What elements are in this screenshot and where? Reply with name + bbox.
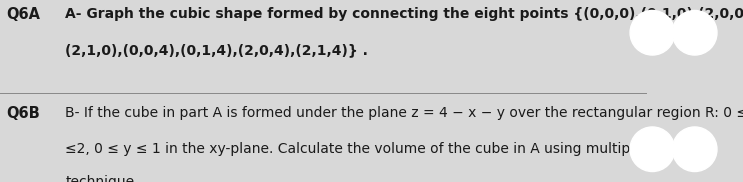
Ellipse shape: [672, 127, 717, 171]
Text: ≤2, 0 ≤ y ≤ 1 in the xy-plane. Calculate the volume of the cube in A using multi: ≤2, 0 ≤ y ≤ 1 in the xy-plane. Calculate…: [65, 142, 701, 156]
Text: A- Graph the cubic shape formed by connecting the eight points {(0,0,0),(0,1,0),: A- Graph the cubic shape formed by conne…: [65, 7, 743, 21]
Ellipse shape: [672, 11, 717, 55]
Ellipse shape: [630, 11, 675, 55]
Text: Q6B: Q6B: [6, 106, 39, 120]
Text: B- If the cube in part A is formed under the plane z = 4 − x − y over the rectan: B- If the cube in part A is formed under…: [65, 106, 743, 120]
Text: Q6A: Q6A: [6, 7, 40, 22]
Text: technique.: technique.: [65, 175, 139, 182]
Text: (2,1,0),(0,0,4),(0,1,4),(2,0,4),(2,1,4)} .: (2,1,0),(0,0,4),(0,1,4),(2,0,4),(2,1,4)}…: [65, 44, 369, 58]
Ellipse shape: [630, 127, 675, 171]
